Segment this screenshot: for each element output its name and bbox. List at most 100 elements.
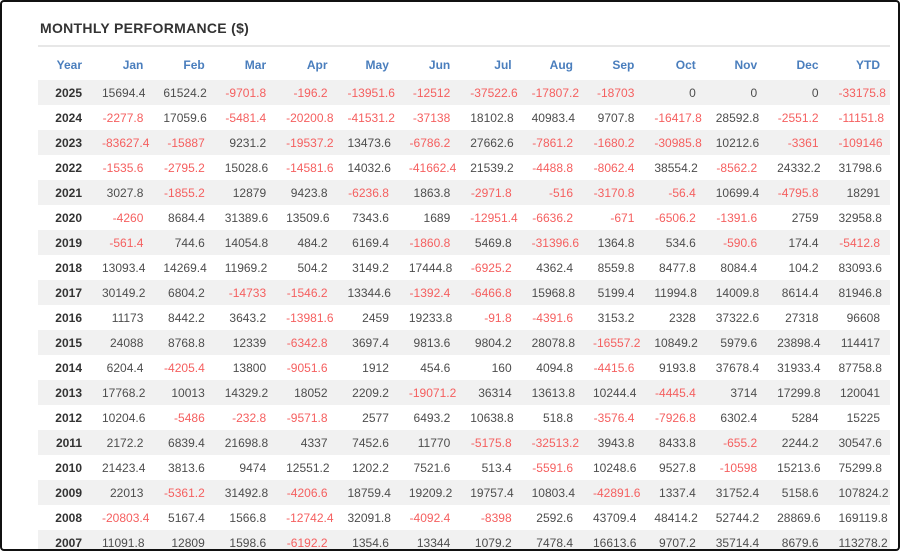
- column-header-apr: Apr: [306, 58, 328, 72]
- value-cell: 18291: [846, 186, 880, 200]
- value-cell: 0: [689, 86, 696, 100]
- value-cell: 8442.2: [168, 311, 205, 325]
- value-cell: 3027.8: [106, 186, 144, 200]
- column-header-feb: Feb: [183, 58, 205, 72]
- year-cell: 2018: [55, 261, 82, 275]
- column-header-jan: Jan: [122, 58, 144, 72]
- value-cell: -5361.2: [164, 486, 205, 500]
- value-cell: 0: [811, 86, 819, 100]
- value-cell: -41531.2: [347, 111, 395, 125]
- value-cell: 174.4: [788, 236, 819, 250]
- value-cell: 1364.8: [597, 236, 635, 250]
- year-cell: 2023: [55, 136, 82, 150]
- value-cell: 6839.4: [168, 436, 205, 450]
- year-cell: 2021: [55, 186, 82, 200]
- year-cell: 2025: [55, 86, 82, 100]
- value-cell: 7452.6: [352, 436, 389, 450]
- value-cell: 3714: [730, 386, 758, 400]
- value-cell: -2277.8: [102, 111, 144, 125]
- value-cell: 3813.6: [168, 461, 205, 475]
- value-cell: 17444.8: [408, 261, 453, 275]
- value-cell: 1202.2: [352, 461, 389, 475]
- value-cell: -19537.2: [286, 136, 334, 150]
- table-row: 2010 21423.4 3813.6 9474 12551.2 1202.2 7521.6…: [38, 455, 890, 480]
- value-cell: -1680.2: [593, 136, 635, 150]
- value-cell: -37138: [412, 111, 451, 125]
- column-header-dec: Dec: [796, 58, 819, 72]
- value-cell: 27662.6: [470, 136, 514, 150]
- column-header-year: Year: [56, 58, 82, 72]
- value-cell: -1392.4: [409, 286, 451, 300]
- value-cell: 48414.2: [654, 511, 698, 525]
- value-cell: -9701.8: [225, 86, 267, 100]
- column-header-aug: Aug: [549, 58, 573, 72]
- value-cell: -4206.6: [286, 486, 328, 500]
- value-cell: 15213.6: [777, 461, 821, 475]
- table-row: 2012 10204.6 -5486 -232.8 -9571.8 2577 6493.2 1…: [38, 405, 890, 430]
- value-cell: -12742.4: [286, 511, 334, 525]
- value-cell: 10699.4: [715, 186, 760, 200]
- value-cell: 1912: [362, 361, 389, 375]
- year-cell: 2016: [55, 311, 82, 325]
- value-cell: 9231.2: [229, 136, 267, 150]
- value-cell: 35714.4: [715, 536, 760, 550]
- value-cell: 6804.2: [168, 286, 205, 300]
- value-cell: 17299.8: [777, 386, 821, 400]
- value-cell: 120041: [839, 386, 880, 400]
- value-cell: -2795.2: [164, 161, 205, 175]
- value-cell: 8433.8: [659, 436, 696, 450]
- value-cell: 19233.8: [408, 311, 453, 325]
- value-cell: 2759: [791, 211, 819, 225]
- value-cell: -5175.8: [470, 436, 512, 450]
- value-cell: 1354.6: [352, 536, 389, 550]
- value-cell: 14329.2: [224, 386, 269, 400]
- value-cell: 2328: [669, 311, 696, 325]
- value-cell: -561.4: [109, 236, 144, 250]
- value-cell: -3361: [787, 136, 819, 150]
- table-row: 2018 13093.4 14269.4 11969.2 504.2 3149.2 1744…: [38, 255, 890, 280]
- column-header-may: May: [365, 58, 389, 72]
- value-cell: 11091.8: [102, 536, 145, 550]
- value-cell: 3643.2: [229, 311, 267, 325]
- value-cell: -6506.2: [655, 211, 696, 225]
- value-cell: 1566.8: [229, 511, 267, 525]
- value-cell: -4488.8: [532, 161, 573, 175]
- value-cell: 81946.8: [838, 286, 882, 300]
- value-cell: 31933.4: [777, 361, 821, 375]
- value-cell: 28592.8: [715, 111, 760, 125]
- value-cell: 8614.4: [781, 286, 819, 300]
- value-cell: 10248.6: [593, 461, 637, 475]
- value-cell: -6342.8: [286, 336, 328, 350]
- value-cell: -91.8: [484, 311, 512, 325]
- year-cell: 2013: [55, 386, 82, 400]
- value-cell: 534.6: [665, 236, 696, 250]
- value-cell: -6786.2: [409, 136, 451, 150]
- value-cell: 10638.8: [470, 411, 514, 425]
- value-cell: 14009.8: [715, 286, 760, 300]
- value-cell: -5591.6: [532, 461, 573, 475]
- value-cell: -4260: [112, 211, 144, 225]
- table-row: 2007 11091.8 12809 1598.6 -6192.2 1354.6 13344…: [38, 530, 890, 550]
- value-cell: -4391.6: [532, 311, 573, 325]
- table-row: 2009 22013 -5361.2 31492.8 -4206.6 18759.4 192…: [38, 480, 890, 505]
- value-cell: -19071.2: [408, 386, 457, 400]
- table-row: 2020 -4260 8684.4 31389.6 13509.6 7343.6 1689 -…: [38, 205, 890, 230]
- year-cell: 2015: [55, 336, 82, 350]
- value-cell: 1079.2: [474, 536, 512, 550]
- value-cell: 5167.4: [168, 511, 205, 525]
- value-cell: -9571.8: [286, 411, 328, 425]
- value-cell: -37522.6: [470, 86, 518, 100]
- value-cell: 8679.6: [781, 536, 819, 550]
- column-header-jun: Jun: [428, 58, 451, 72]
- value-cell: 9707.2: [659, 536, 696, 550]
- year-cell: 2011: [55, 436, 82, 450]
- value-cell: -12951.4: [470, 211, 518, 225]
- value-cell: 12339: [232, 336, 267, 350]
- value-cell: -4205.4: [164, 361, 205, 375]
- column-header-jul: Jul: [494, 58, 512, 72]
- value-cell: -16557.2: [593, 336, 641, 350]
- value-cell: -1860.8: [409, 236, 451, 250]
- value-cell: -4415.6: [593, 361, 635, 375]
- value-cell: 14269.4: [163, 261, 207, 275]
- value-cell: -15887: [167, 136, 205, 150]
